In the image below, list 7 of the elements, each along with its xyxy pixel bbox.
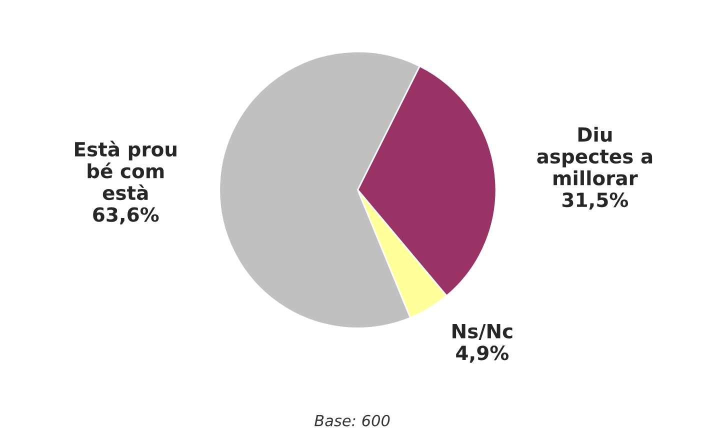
text: Base: 600 [314,414,390,426]
slice-label: Diu aspectes a millorar [537,126,652,186]
slice-label: Està prou bé com està [75,140,176,200]
data-label: 4,9% [456,346,509,363]
data-label: 31,5% [562,192,628,210]
data-label: 63,6% [93,207,159,224]
slice-label: Ns/Nc [452,324,512,340]
